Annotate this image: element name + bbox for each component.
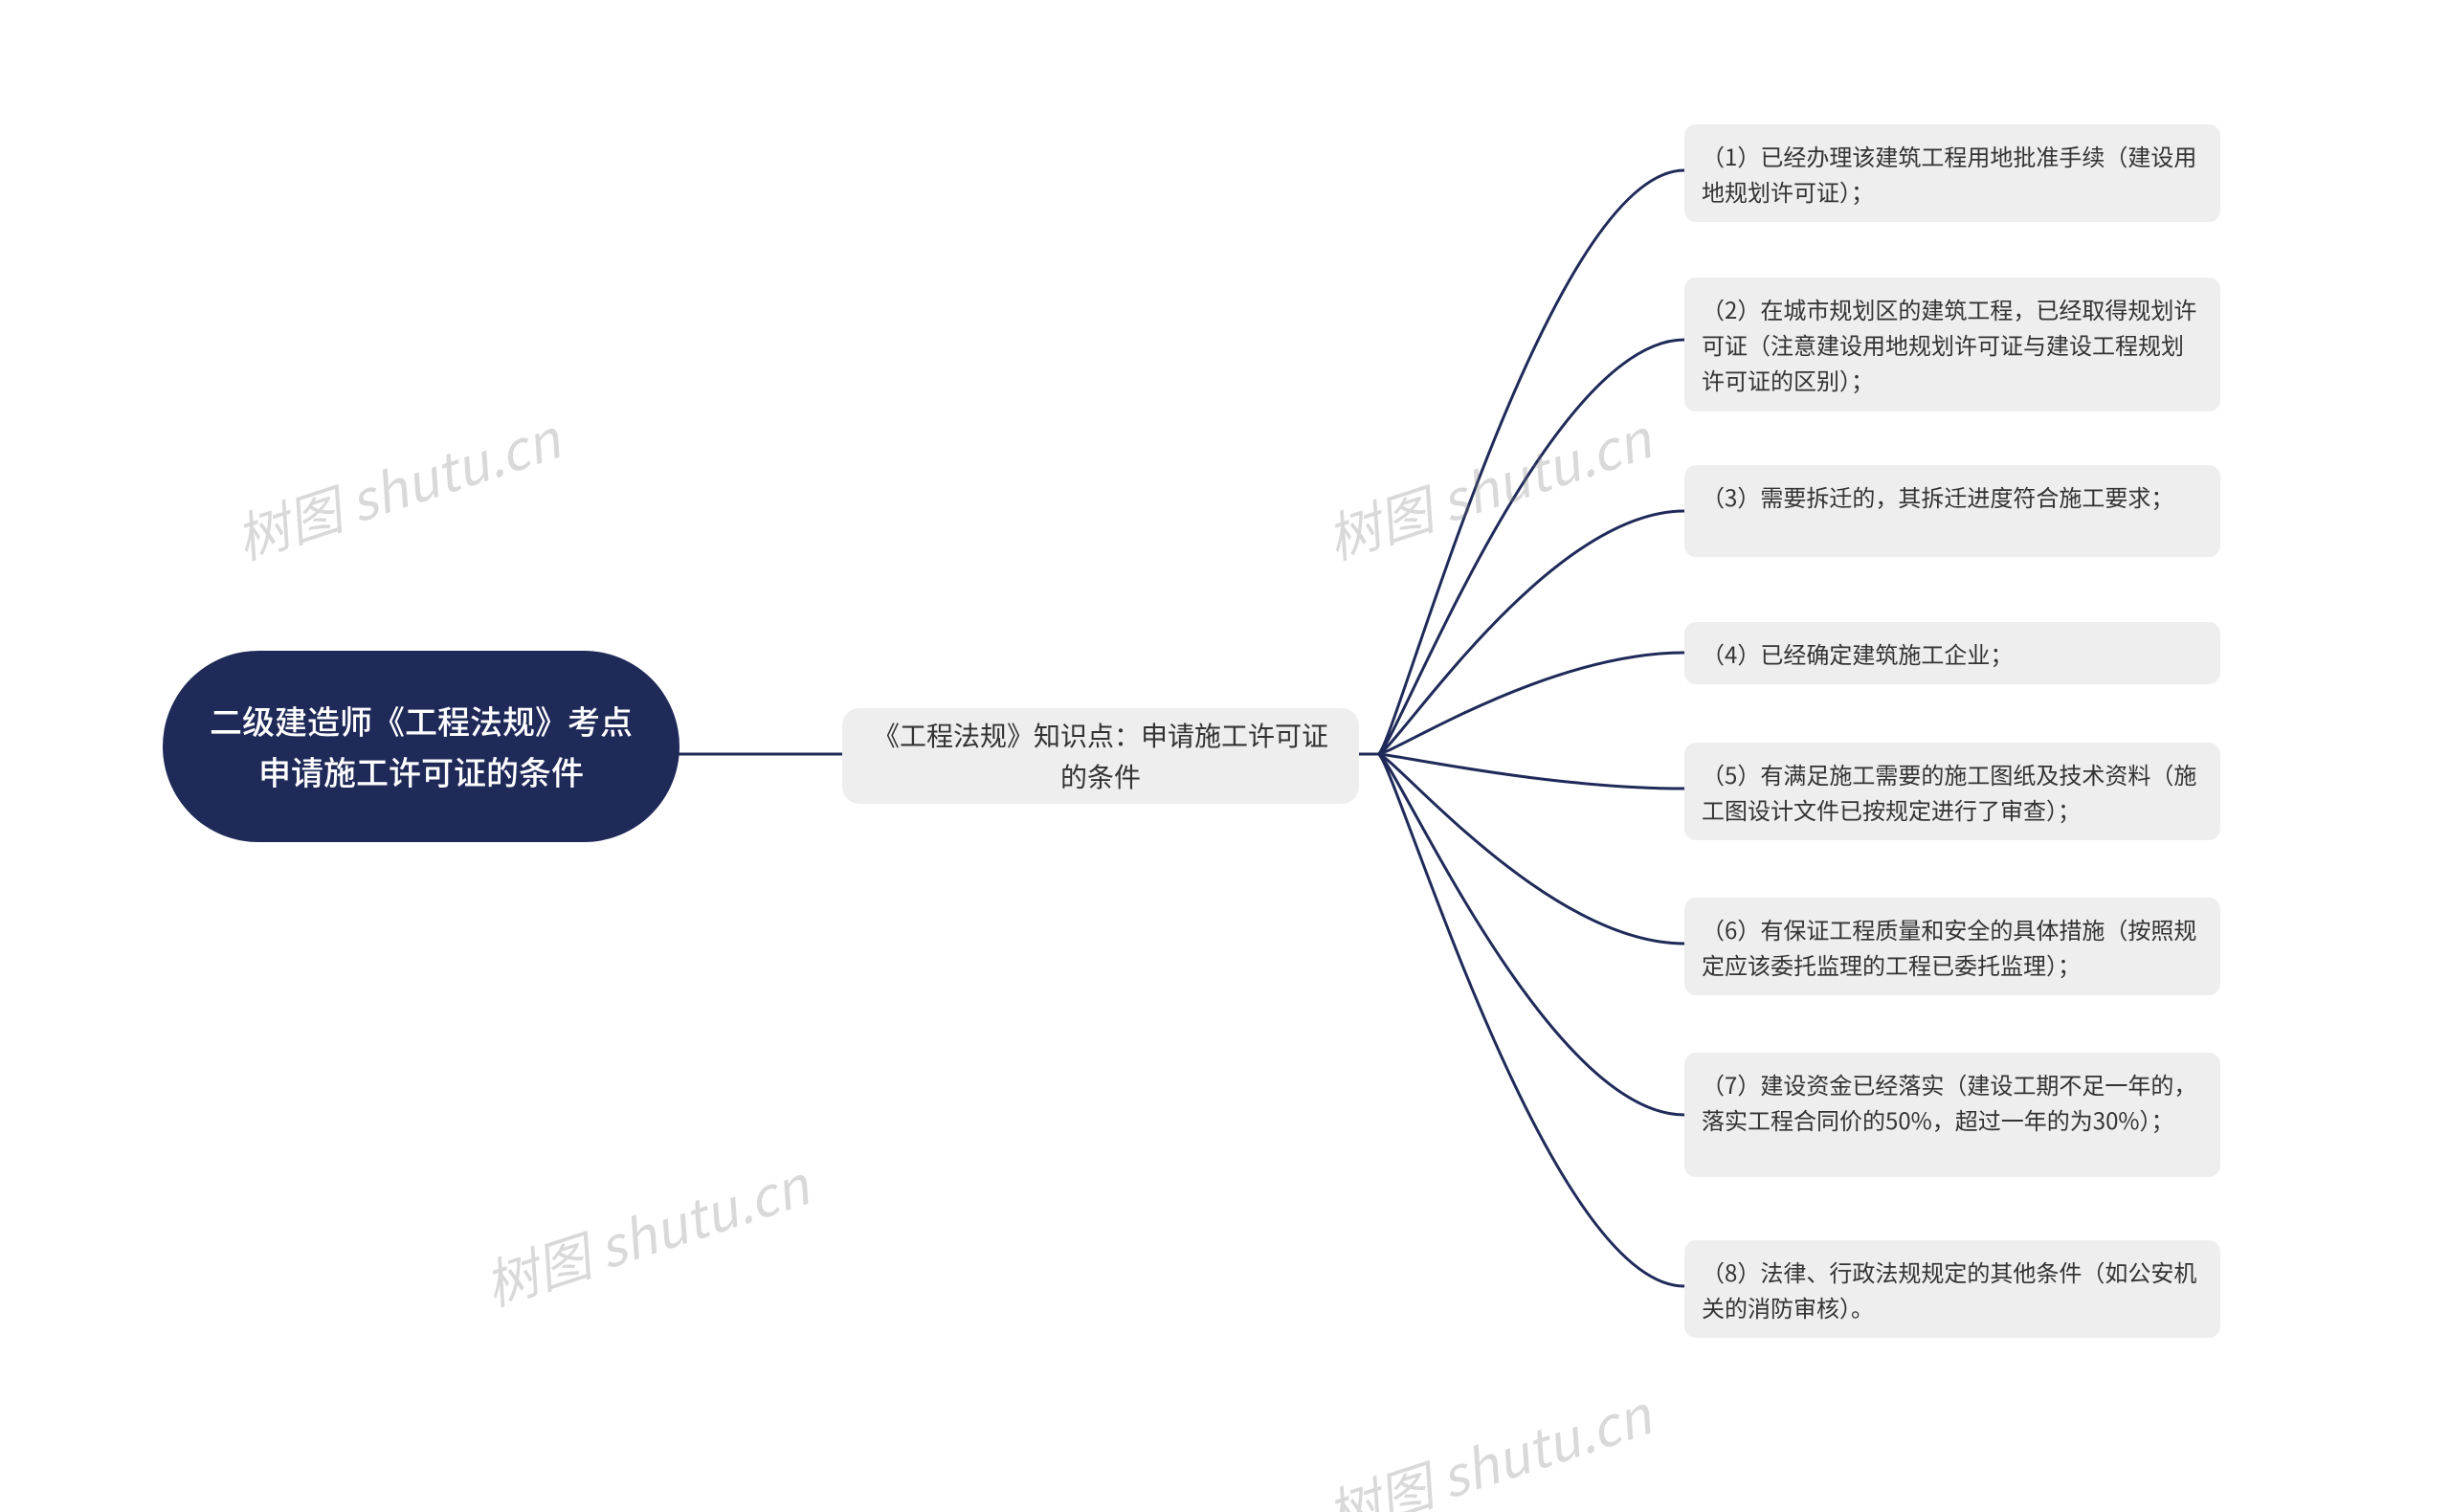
mid-node: 《工程法规》知识点：申请施工许可证的条件 — [842, 708, 1359, 804]
mid-node-label: 《工程法规》知识点：申请施工许可证的条件 — [869, 715, 1332, 798]
leaf-node-label: （3）需要拆迁的，其拆迁进度符合施工要求； — [1702, 478, 2173, 514]
root-node: 二级建造师《工程法规》考点申请施工许可证的条件 — [163, 651, 679, 842]
leaf-node: （1）已经办理该建筑工程用地批准手续（建设用地规划许可证）； — [1684, 124, 2220, 222]
mindmap-canvas: 二级建造师《工程法规》考点申请施工许可证的条件 《工程法规》知识点：申请施工许可… — [0, 0, 2450, 1512]
watermark-text: 树图 shutu.cn — [225, 397, 568, 575]
leaf-node: （2）在城市规划区的建筑工程，已经取得规划许可证（注意建设用地规划许可证与建设工… — [1684, 278, 2220, 411]
leaf-node: （6）有保证工程质量和安全的具体措施（按照规定应该委托监理的工程已委托监理）； — [1684, 898, 2220, 995]
leaf-node: （7）建设资金已经落实（建设工期不足一年的，落实工程合同价的50%，超过一年的为… — [1684, 1053, 2220, 1177]
leaf-node-label: （7）建设资金已经落实（建设工期不足一年的，落实工程合同价的50%，超过一年的为… — [1702, 1066, 2203, 1137]
leaf-node: （5）有满足施工需要的施工图纸及技术资料（施工图设计文件已按规定进行了审查）； — [1684, 743, 2220, 840]
watermark-text: 树图 shutu.cn — [1316, 1373, 1659, 1512]
leaf-node-label: （6）有保证工程质量和安全的具体措施（按照规定应该委托监理的工程已委托监理）； — [1702, 911, 2203, 982]
leaf-node-label: （5）有满足施工需要的施工图纸及技术资料（施工图设计文件已按规定进行了审查）； — [1702, 756, 2203, 827]
leaf-node-label: （8）法律、行政法规规定的其他条件（如公安机关的消防审核）。 — [1702, 1254, 2203, 1324]
leaf-node: （4）已经确定建筑施工企业； — [1684, 622, 2220, 684]
watermark-text: 树图 shutu.cn — [1316, 397, 1659, 575]
leaf-node-label: （1）已经办理该建筑工程用地批准手续（建设用地规划许可证）； — [1702, 138, 2203, 209]
leaf-node-label: （4）已经确定建筑施工企业； — [1702, 635, 2013, 671]
watermark-text: 树图 shutu.cn — [474, 1144, 817, 1322]
leaf-node: （3）需要拆迁的，其拆迁进度符合施工要求； — [1684, 465, 2220, 557]
leaf-node-label: （2）在城市规划区的建筑工程，已经取得规划许可证（注意建设用地规划许可证与建设工… — [1702, 291, 2203, 398]
leaf-node: （8）法律、行政法规规定的其他条件（如公安机关的消防审核）。 — [1684, 1240, 2220, 1338]
root-node-label: 二级建造师《工程法规》考点申请施工许可证的条件 — [201, 696, 641, 796]
